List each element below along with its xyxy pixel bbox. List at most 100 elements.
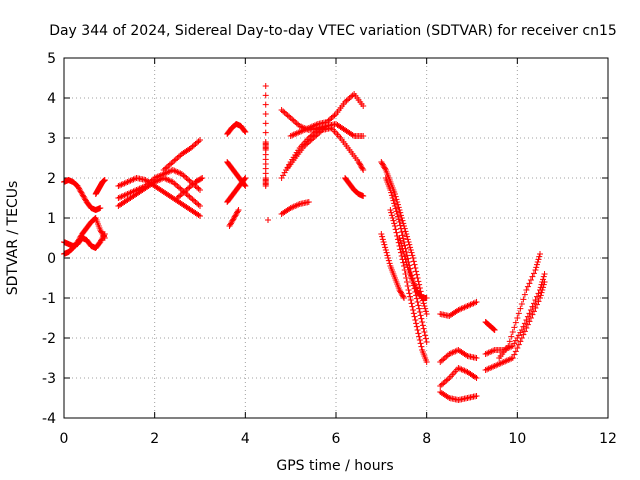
data-point bbox=[541, 271, 548, 277]
y-tick-label: 5 bbox=[47, 51, 56, 67]
data-point bbox=[412, 317, 419, 323]
data-point bbox=[441, 379, 448, 385]
series-s14 bbox=[262, 83, 269, 189]
data-point bbox=[97, 205, 104, 211]
data-point bbox=[397, 225, 404, 232]
data-point bbox=[537, 292, 544, 299]
data-point bbox=[281, 169, 288, 176]
data-point bbox=[278, 175, 285, 181]
data-point bbox=[165, 163, 172, 169]
data-point bbox=[345, 96, 352, 103]
data-point bbox=[388, 189, 395, 196]
y-tick-label: -2 bbox=[42, 331, 56, 347]
data-point bbox=[406, 290, 413, 297]
data-point bbox=[410, 255, 417, 261]
data-point bbox=[529, 303, 536, 310]
data-point bbox=[530, 270, 537, 277]
data-point bbox=[400, 259, 407, 266]
data-point bbox=[535, 256, 542, 263]
data-point bbox=[523, 325, 530, 331]
data-point bbox=[417, 312, 424, 319]
series-s24 bbox=[387, 207, 430, 365]
data-point bbox=[391, 200, 398, 207]
data-point bbox=[308, 132, 315, 139]
series-s19 bbox=[278, 121, 339, 181]
data-point bbox=[242, 175, 249, 181]
data-point bbox=[396, 207, 403, 213]
data-point bbox=[360, 193, 367, 199]
data-point bbox=[534, 259, 541, 265]
data-point bbox=[403, 231, 410, 237]
data-point bbox=[394, 211, 401, 217]
data-point bbox=[382, 165, 389, 172]
data-point bbox=[419, 319, 426, 325]
data-point bbox=[411, 313, 418, 320]
data-point bbox=[192, 199, 199, 205]
data-point bbox=[235, 207, 242, 213]
data-point bbox=[172, 156, 179, 163]
data-point bbox=[389, 215, 396, 221]
data-point bbox=[410, 258, 417, 265]
data-point bbox=[473, 393, 480, 399]
data-point bbox=[401, 253, 408, 260]
data-point bbox=[162, 165, 169, 172]
data-point bbox=[520, 331, 527, 338]
data-point bbox=[530, 308, 537, 315]
data-point bbox=[177, 192, 184, 199]
data-point bbox=[529, 311, 536, 318]
data-point bbox=[286, 161, 293, 168]
data-point bbox=[509, 355, 516, 361]
data-point bbox=[262, 183, 269, 189]
data-point bbox=[413, 295, 420, 302]
data-point bbox=[392, 226, 399, 233]
data-point bbox=[397, 209, 404, 216]
data-point bbox=[166, 161, 173, 168]
data-point bbox=[385, 257, 392, 264]
data-point bbox=[505, 343, 512, 349]
data-point bbox=[511, 324, 518, 331]
data-point bbox=[401, 239, 407, 245]
data-point bbox=[385, 255, 392, 261]
data-point bbox=[533, 293, 540, 300]
data-point bbox=[535, 298, 542, 305]
data-point bbox=[423, 359, 430, 365]
data-point bbox=[444, 376, 451, 383]
data-points bbox=[61, 83, 548, 403]
y-tick-label: 4 bbox=[47, 91, 56, 107]
data-point bbox=[521, 291, 528, 298]
data-point bbox=[413, 271, 420, 278]
data-point bbox=[393, 229, 400, 236]
series-s32 bbox=[482, 279, 548, 373]
data-point bbox=[262, 120, 269, 127]
data-point bbox=[408, 300, 415, 307]
data-point bbox=[509, 329, 516, 335]
data-point bbox=[380, 239, 387, 245]
data-point bbox=[420, 325, 427, 332]
data-point bbox=[529, 273, 536, 280]
x-axis-label: GPS time / hours bbox=[276, 458, 393, 474]
series-s20 bbox=[278, 199, 312, 217]
y-tick-label: 2 bbox=[47, 171, 56, 187]
data-point bbox=[398, 229, 405, 235]
series-s25 bbox=[378, 231, 407, 301]
data-point bbox=[265, 217, 271, 223]
data-point bbox=[418, 315, 425, 322]
data-point bbox=[473, 355, 480, 361]
data-point bbox=[393, 208, 400, 215]
data-point bbox=[526, 280, 533, 287]
data-point bbox=[506, 338, 513, 345]
data-point bbox=[520, 323, 527, 330]
data-point bbox=[416, 305, 423, 312]
x-tick-label: 0 bbox=[60, 431, 69, 447]
data-point bbox=[382, 244, 389, 251]
data-point bbox=[382, 247, 389, 253]
data-point bbox=[532, 267, 539, 273]
data-point bbox=[169, 159, 176, 165]
series-s13 bbox=[226, 207, 242, 229]
data-point bbox=[343, 97, 350, 104]
data-point bbox=[416, 285, 423, 291]
data-point bbox=[396, 219, 403, 225]
y-tick-label: 1 bbox=[47, 211, 56, 227]
